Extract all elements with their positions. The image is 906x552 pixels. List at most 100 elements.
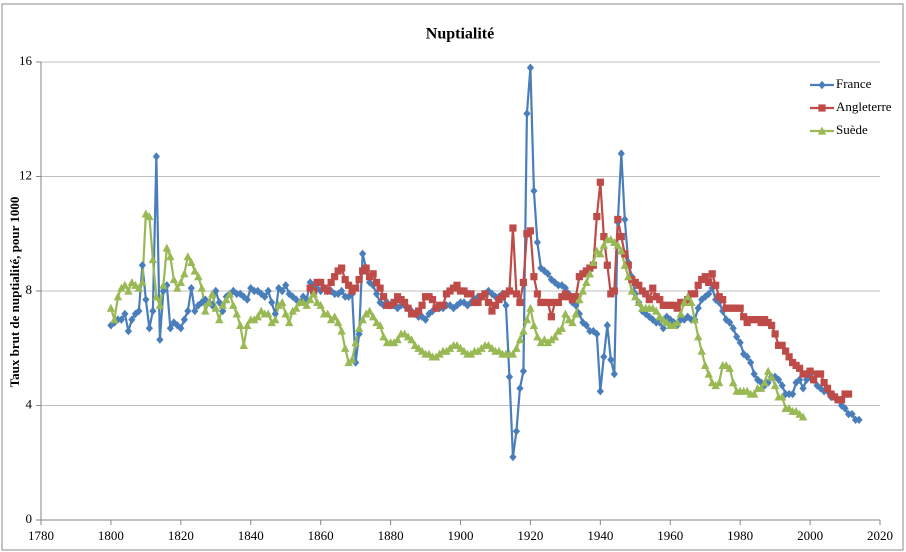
marker	[820, 379, 828, 387]
marker	[617, 246, 626, 255]
marker	[756, 383, 766, 392]
marker	[778, 381, 786, 390]
marker	[687, 298, 696, 307]
marker	[331, 273, 339, 281]
marker	[775, 375, 783, 384]
marker	[180, 269, 189, 278]
marker	[271, 315, 280, 324]
marker	[526, 303, 535, 312]
marker	[533, 238, 542, 247]
marker	[173, 283, 182, 292]
marker	[747, 358, 755, 367]
marker	[530, 273, 538, 281]
x-tick-label: 1920	[517, 528, 543, 543]
marker	[352, 284, 360, 292]
marker	[645, 295, 653, 304]
marker	[533, 290, 542, 298]
marker	[844, 390, 853, 398]
marker	[798, 412, 808, 421]
marker	[554, 298, 562, 307]
marker	[208, 289, 217, 298]
marker	[613, 240, 623, 249]
marker	[771, 330, 779, 338]
marker	[358, 315, 367, 324]
marker	[194, 272, 203, 281]
marker	[785, 353, 793, 361]
marker	[610, 287, 618, 295]
marker	[701, 292, 709, 301]
marker	[453, 281, 461, 289]
marker	[292, 295, 300, 304]
marker	[719, 295, 727, 304]
marker	[621, 215, 629, 224]
marker	[627, 286, 636, 295]
marker	[522, 315, 532, 324]
marker	[428, 295, 437, 304]
marker	[694, 303, 702, 313]
marker	[145, 212, 154, 221]
marker	[345, 292, 353, 301]
marker	[705, 289, 713, 299]
marker	[596, 386, 604, 396]
marker	[232, 309, 241, 318]
chart-title: Nuptialité	[426, 26, 494, 43]
marker	[530, 186, 538, 196]
marker	[159, 280, 168, 289]
marker	[603, 321, 611, 330]
marker	[572, 293, 580, 301]
marker	[701, 361, 710, 370]
marker	[712, 281, 720, 289]
marker	[589, 257, 598, 266]
marker	[156, 335, 164, 344]
marker	[763, 366, 773, 375]
marker	[324, 287, 332, 295]
marker	[523, 109, 531, 118]
marker	[177, 324, 185, 333]
marker	[714, 378, 724, 387]
series-markers	[106, 209, 808, 421]
marker	[187, 257, 196, 266]
marker	[449, 303, 458, 313]
marker	[124, 286, 133, 295]
marker	[799, 384, 807, 393]
marker	[789, 389, 797, 399]
marker	[323, 309, 332, 318]
marker	[749, 389, 759, 398]
marker	[421, 315, 430, 324]
marker	[190, 266, 200, 275]
marker	[169, 275, 179, 284]
x-tick-label: 1960	[657, 528, 683, 543]
marker	[281, 309, 290, 318]
marker	[505, 287, 514, 295]
marker	[760, 378, 769, 387]
marker	[148, 255, 158, 264]
marker	[526, 63, 535, 72]
marker	[754, 375, 762, 384]
marker	[550, 332, 560, 341]
marker	[484, 298, 493, 307]
marker	[474, 298, 482, 307]
x-tick-label: 1860	[308, 528, 334, 543]
x-tick-label: 1800	[98, 528, 124, 543]
marker	[184, 306, 192, 316]
marker	[404, 304, 412, 312]
marker	[529, 320, 539, 329]
marker	[770, 381, 780, 390]
marker	[726, 318, 734, 327]
marker	[729, 324, 737, 333]
marker	[575, 295, 584, 304]
marker	[740, 313, 748, 321]
marker	[578, 286, 588, 295]
marker	[176, 278, 186, 287]
marker	[305, 295, 315, 304]
marker	[491, 301, 500, 309]
marker	[439, 301, 447, 309]
marker	[128, 315, 136, 324]
marker	[777, 392, 787, 401]
marker	[338, 286, 346, 296]
marker	[642, 290, 650, 298]
marker	[649, 315, 657, 324]
marker	[373, 289, 381, 299]
marker	[278, 286, 286, 296]
marker	[659, 324, 667, 333]
